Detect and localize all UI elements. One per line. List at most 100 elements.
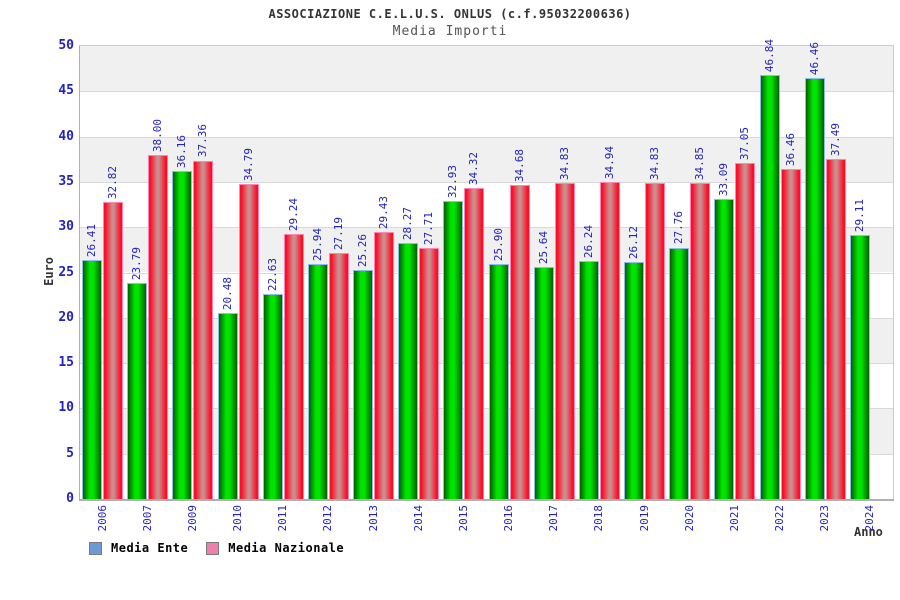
bar-media-ente — [443, 200, 464, 499]
grid-band — [80, 408, 893, 454]
bar-media-nazionale — [148, 154, 169, 499]
bar-value-label: 46.46 — [807, 41, 821, 76]
bar-group: 29.11 — [848, 46, 893, 499]
bar-value-label: 34.94 — [602, 146, 616, 180]
bar-media-ente — [172, 171, 193, 499]
legend: Media Ente Media Nazionale — [89, 541, 344, 555]
bar-group: 23.79 38.00 — [125, 46, 170, 499]
bar-group: 32.93 34.32 — [441, 46, 486, 499]
bar-group: 25.94 27.19 — [306, 46, 351, 499]
x-axis-line — [79, 499, 894, 501]
legend-swatch-icon — [206, 541, 220, 555]
bar-media-nazionale — [735, 163, 756, 499]
bar-value-label: 29.43 — [377, 196, 391, 230]
bar-group: 20.48 34.79 — [216, 46, 261, 499]
bar-value-label: 27.19 — [331, 216, 345, 250]
y-tick-label: 0 — [66, 491, 74, 506]
y-tick-label: 30 — [58, 219, 74, 235]
bar-value-label: 26.12 — [627, 226, 641, 260]
bar-media-ente — [82, 259, 103, 499]
bar-media-ente — [804, 78, 825, 499]
x-tick-label: 2022 — [773, 505, 787, 532]
bar-media-ente — [217, 313, 238, 499]
bar-value-label: 32.82 — [106, 165, 120, 199]
x-tick-label: 2010 — [231, 505, 245, 532]
grid-band — [80, 181, 893, 228]
x-tick-label: 2017 — [547, 505, 561, 532]
grid-band — [80, 317, 893, 364]
legend-entry: Media Nazionale — [206, 541, 344, 555]
bar-value-label: 23.79 — [130, 247, 144, 281]
bar-media-ente — [398, 242, 419, 499]
x-tick-label: 2018 — [592, 505, 606, 532]
y-tick-label: 45 — [58, 83, 74, 99]
bar-media-nazionale — [780, 168, 801, 499]
x-tick-label: 2013 — [366, 505, 380, 532]
bar-media-nazionale — [238, 183, 259, 499]
bar-group: 46.46 37.49 — [803, 42, 848, 499]
y-tick-label: 10 — [58, 400, 74, 416]
bar-media-ente — [262, 293, 283, 499]
bar-group: 26.24 34.94 — [577, 46, 622, 499]
bar-value-label: 34.83 — [557, 147, 571, 181]
bar-value-label: 27.76 — [672, 211, 686, 245]
grid-band — [80, 136, 893, 182]
x-tick-label: 2006 — [95, 505, 109, 532]
bar-media-ente — [353, 270, 374, 499]
bar-value-label: 34.32 — [467, 151, 481, 186]
bar-media-nazionale — [419, 247, 440, 499]
x-tick-label: 2014 — [411, 505, 425, 532]
x-tick-label: 2012 — [321, 505, 335, 532]
bar-value-label: 37.05 — [738, 127, 752, 161]
bar-group: 25.26 29.43 — [351, 46, 396, 499]
bar-media-nazionale — [645, 183, 666, 499]
bar-media-nazionale — [328, 252, 349, 499]
bar-media-ente — [624, 262, 645, 499]
chart-subtitle: Media Importi — [392, 24, 508, 39]
grid-band — [80, 363, 893, 409]
bar-value-label: 37.49 — [828, 123, 842, 157]
x-tick-label: 2019 — [637, 505, 651, 532]
bar-value-label: 29.24 — [286, 197, 300, 232]
bar-value-label: 26.24 — [581, 225, 595, 259]
bar-group: 26.41 32.82 — [80, 46, 125, 499]
bar-value-label: 22.63 — [265, 257, 279, 291]
bar-value-label: 25.26 — [356, 234, 370, 268]
x-tick-label: 2020 — [682, 505, 696, 532]
x-tick-label: 2021 — [727, 505, 741, 532]
x-tick-label: 2007 — [140, 505, 154, 532]
bar-group: 28.27 27.71 — [396, 46, 441, 499]
bar-media-nazionale — [554, 183, 575, 499]
bar-value-label: 36.16 — [175, 135, 189, 169]
bar-group: 36.16 37.36 — [170, 46, 215, 499]
bar-group: 22.63 29.24 — [261, 46, 306, 499]
grid-band — [80, 453, 893, 499]
bar-media-ente — [714, 199, 735, 499]
bar-media-nazionale — [193, 160, 214, 499]
bar-value-label: 26.41 — [85, 223, 99, 257]
bar-media-ente — [849, 235, 870, 499]
bar-group: 25.90 34.68 — [487, 46, 532, 499]
legend-swatch-icon — [89, 541, 102, 555]
bar-media-ente — [533, 266, 554, 499]
y-tick-label: 25 — [58, 264, 74, 280]
grid-band — [80, 46, 893, 92]
bar-value-label: 25.94 — [310, 227, 324, 261]
grid-band — [80, 91, 893, 137]
bar-group: 46.84 36.46 — [758, 39, 803, 499]
bar-media-nazionale — [103, 201, 124, 499]
bar-value-label: 20.48 — [220, 277, 234, 311]
bar-group: 25.64 34.83 — [532, 46, 577, 499]
bar-value-label: 33.09 — [717, 163, 731, 197]
x-tick-label: 2023 — [818, 505, 832, 532]
bar-value-label: 34.83 — [648, 147, 662, 181]
bar-value-label: 34.79 — [241, 147, 255, 181]
legend-entry: Media Ente — [89, 541, 188, 555]
y-axis-line — [79, 46, 80, 499]
bar-media-ente — [488, 264, 509, 499]
grid-band — [80, 227, 893, 273]
bar-media-nazionale — [374, 232, 395, 499]
legend-label: Media Nazionale — [228, 541, 345, 555]
bar-group: 26.12 34.83 — [622, 46, 667, 499]
